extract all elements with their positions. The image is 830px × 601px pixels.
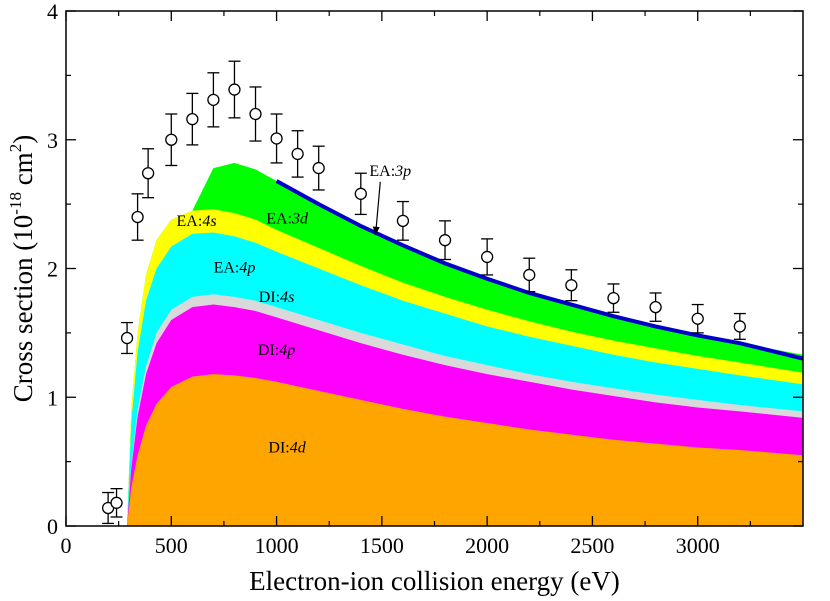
y-tick-label: 1: [47, 385, 58, 410]
data-point: [270, 113, 283, 164]
data-point: [565, 269, 578, 302]
area-di-4d: [127, 374, 803, 526]
data-marker: [649, 300, 662, 314]
label-di-4p: DI:4p: [258, 342, 295, 359]
data-point: [120, 321, 134, 355]
x-axis-title: Electron-ion collision energy (eV): [249, 566, 620, 596]
data-point: [131, 193, 144, 241]
y-axis-title: Cross section (10-18 cm2): [6, 135, 38, 402]
data-marker: [249, 107, 262, 121]
data-marker: [733, 320, 746, 333]
y-axis-title-suffix: ): [8, 135, 38, 144]
data-point: [438, 220, 452, 261]
data-point: [396, 200, 410, 241]
data-point: [607, 283, 620, 313]
data-marker: [270, 132, 283, 145]
data-marker: [228, 83, 241, 96]
label-di-4d: DI:4d: [268, 440, 306, 457]
stacked-areas: [127, 162, 804, 527]
data-marker: [207, 93, 220, 106]
data-point: [186, 92, 199, 146]
data-marker: [691, 312, 704, 325]
data-point: [691, 303, 704, 334]
data-marker: [165, 133, 178, 146]
label-di-4s: DI:4s: [259, 289, 295, 306]
label-ea-4p: EA:4p: [214, 259, 256, 276]
data-point: [649, 292, 662, 322]
x-tick-label: 2000: [465, 533, 509, 558]
label-ea-4s: EA:4s: [177, 213, 217, 230]
x-tick-label: 0: [61, 533, 72, 558]
data-marker: [110, 496, 123, 509]
data-point: [354, 172, 367, 216]
label-arrow-line: [374, 181, 381, 236]
data-point: [165, 113, 178, 167]
y-axis-title-exp2: 2: [6, 144, 25, 153]
data-point: [312, 145, 325, 191]
y-axis-title-middle: cm: [8, 152, 38, 192]
data-marker: [186, 113, 199, 126]
data-marker: [141, 167, 155, 180]
data-point: [110, 488, 123, 518]
data-marker: [131, 210, 144, 224]
x-tick-label: 1000: [255, 533, 299, 558]
data-marker: [607, 291, 620, 305]
data-point: [523, 257, 536, 293]
x-tick-label: 3000: [676, 533, 720, 558]
data-point: [207, 72, 220, 128]
x-tick-label: 2500: [570, 533, 614, 558]
data-point: [291, 130, 304, 178]
area-ea-3p-line: [275, 179, 804, 361]
data-point: [228, 60, 241, 119]
data-marker: [523, 268, 536, 282]
data-point: [480, 238, 494, 276]
data-marker: [565, 279, 578, 292]
data-marker: [396, 214, 410, 228]
experimental-data: [101, 60, 746, 525]
y-tick-label: 2: [47, 257, 58, 282]
label-ea-3d: EA:3d: [266, 210, 309, 227]
data-marker: [312, 161, 325, 175]
data-marker: [480, 250, 494, 264]
y-tick-label: 0: [47, 514, 58, 539]
axis-ticks: 0 500 1000 1500 2000 2500 3000 0 1 2 3 4: [47, 0, 803, 558]
data-marker: [291, 147, 304, 161]
x-tick-label: 1500: [360, 533, 404, 558]
data-point: [141, 148, 155, 199]
data-marker: [120, 331, 134, 345]
y-tick-label: 3: [47, 128, 58, 153]
data-marker: [354, 187, 367, 200]
y-axis-title-exp1: -18: [6, 192, 25, 215]
x-tick-label: 500: [155, 533, 188, 558]
data-point: [101, 491, 115, 525]
label-ea-3p: EA:3p: [369, 163, 411, 180]
y-axis-title-prefix: Cross section (10: [8, 215, 38, 402]
label-arrow-head: [372, 226, 380, 236]
data-marker: [438, 234, 452, 247]
y-tick-label: 4: [47, 0, 58, 24]
data-point: [249, 86, 262, 142]
data-point: [733, 312, 746, 340]
